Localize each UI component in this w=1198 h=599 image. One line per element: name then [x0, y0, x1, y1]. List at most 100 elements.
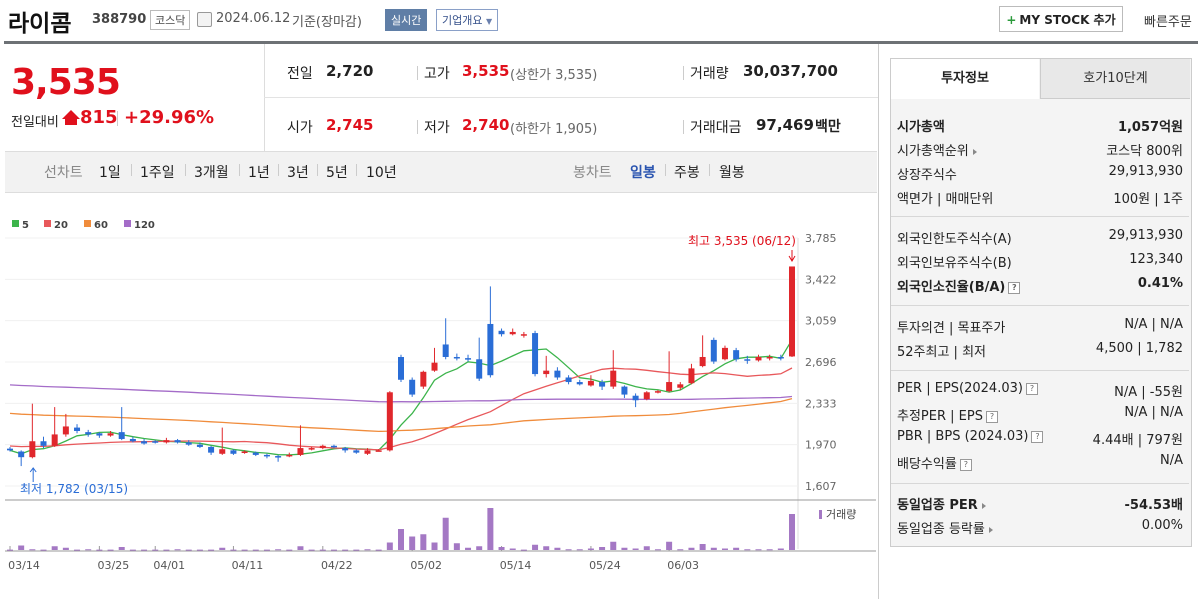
help-icon[interactable]: ? [1008, 281, 1021, 294]
ma-line-120 [9, 384, 793, 403]
candle-body [40, 441, 47, 446]
invest-row-label[interactable]: 시가총액순위 [897, 140, 977, 159]
period-1w[interactable]: 1주일 [140, 165, 175, 181]
period-10y[interactable]: 10년 [366, 165, 397, 181]
invest-row-value: N/A | N/A [1124, 405, 1183, 420]
help-icon[interactable]: ? [959, 458, 972, 471]
invest-row-label[interactable]: 동일업종 등락률 [897, 518, 993, 537]
divider [709, 164, 710, 176]
trade-amount-unit: 백만 [815, 119, 841, 135]
period-5y[interactable]: 5년 [326, 165, 348, 181]
candle-body [789, 266, 795, 357]
invest-row-label: 외국인한도주식수(A) [897, 232, 1012, 247]
volume-bar [554, 547, 561, 550]
invest-row-label[interactable]: 동일업종 PER [897, 494, 986, 513]
low-value: 2,740 [462, 116, 510, 134]
period-1d[interactable]: 1일 [99, 165, 121, 181]
candle-body [241, 451, 248, 453]
add-mystock-button[interactable]: + MY STOCK 추가 [999, 6, 1123, 32]
candle-body [409, 379, 416, 395]
lower-limit: (하한가 1,905) [510, 122, 598, 137]
candle-body [498, 330, 505, 335]
volume-bar [230, 549, 237, 551]
quote-basis: 기준(장마감) [292, 15, 362, 30]
candle-daily[interactable]: 일봉 [630, 165, 656, 181]
company-info-dropdown[interactable]: 기업개요 ▼ [436, 9, 499, 31]
candle-monthly[interactable]: 월봉 [719, 165, 745, 181]
invest-row-label: PBR | BPS (2024.03)? [897, 429, 1044, 444]
divider [317, 164, 318, 176]
invest-row: 외국인한도주식수(A) 29,913,930 [897, 228, 1183, 248]
candle-body [230, 450, 237, 454]
volume-bar [766, 549, 773, 551]
candle-body [163, 440, 170, 443]
period-1y[interactable]: 1년 [248, 165, 270, 181]
volume-bar [710, 547, 717, 550]
candle-body [420, 371, 427, 387]
candle-weekly[interactable]: 주봉 [674, 165, 700, 181]
legend-swatch [44, 220, 51, 227]
candle-body [364, 450, 371, 454]
volume-bar [453, 543, 460, 550]
quick-order-link[interactable]: 빠른주문 [1144, 15, 1192, 30]
realtime-button[interactable]: 실시간 [385, 9, 428, 31]
x-tick-label: 04/01 [153, 559, 185, 572]
volume-bar [107, 549, 114, 551]
volume-bar [643, 546, 650, 550]
invest-row: 투자의견 | 목표주가 N/A | N/A [897, 317, 1183, 337]
candle-body [554, 370, 561, 378]
legend-label: 5 [22, 220, 29, 231]
trade-amount-value: 97,469 [756, 116, 814, 134]
candle-body [107, 433, 114, 436]
invest-row: 동일업종 PER -54.53배 [897, 494, 1183, 514]
period-3m[interactable]: 3개월 [194, 165, 229, 181]
chart-panel [4, 44, 879, 599]
volume-label: 거래량 [690, 66, 729, 82]
candle-body [565, 377, 572, 383]
candle-body [599, 382, 606, 387]
help-icon[interactable]: ? [1031, 430, 1044, 443]
volume-bar [565, 549, 572, 551]
divider [891, 370, 1189, 371]
volume-bar [29, 549, 36, 551]
candle-body [196, 444, 203, 447]
help-icon[interactable]: ? [1025, 382, 1038, 395]
candle-body [431, 362, 438, 371]
volume-bar [241, 549, 248, 551]
candle-body [621, 386, 628, 395]
chevron-right-icon [981, 502, 986, 509]
volume-bar [431, 542, 438, 550]
invest-row-value: N/A [1160, 453, 1183, 468]
current-price: 3,535 [11, 62, 121, 103]
invest-row-value: N/A | -55원 [1114, 385, 1183, 400]
candle-body [252, 452, 259, 455]
candle-body [286, 454, 293, 457]
ma-line-60 [9, 397, 793, 433]
candle-body [263, 454, 270, 457]
invest-row-label: 배당수익률? [897, 453, 972, 472]
invest-row-label: PER | EPS(2024.03)? [897, 381, 1038, 396]
tab-invest-info[interactable]: 투자정보 [891, 59, 1039, 99]
chevron-down-icon: ▼ [485, 17, 493, 26]
candle-body [353, 450, 360, 453]
volume-bar [599, 547, 606, 550]
x-tick-label: 06/03 [667, 559, 699, 572]
divider [356, 164, 357, 176]
volume-label: 거래량 [826, 508, 856, 521]
volume-bar [733, 547, 740, 550]
invest-row-value: 29,913,930 [1108, 228, 1183, 243]
candle-body [129, 438, 136, 442]
tab-order-book[interactable]: 호가10단계 [1040, 59, 1190, 99]
help-icon[interactable]: ? [985, 410, 998, 423]
candle-body [610, 370, 617, 387]
candle-body [576, 382, 583, 385]
invest-row: PER | EPS(2024.03)? N/A | -55원 [897, 381, 1183, 401]
invest-row: 외국인소진율(B/A)? 0.41% [897, 276, 1183, 296]
price-chart[interactable]: 3,785 3,422 3,059 2,696 2,333 1,970 1,607 03/14… [0, 200, 876, 599]
candle-body [688, 368, 695, 384]
candle-body [777, 356, 784, 359]
period-3y[interactable]: 3년 [287, 165, 309, 181]
candle-body [29, 441, 36, 458]
candle-body [587, 380, 594, 386]
high-label: 고가 [424, 66, 450, 82]
